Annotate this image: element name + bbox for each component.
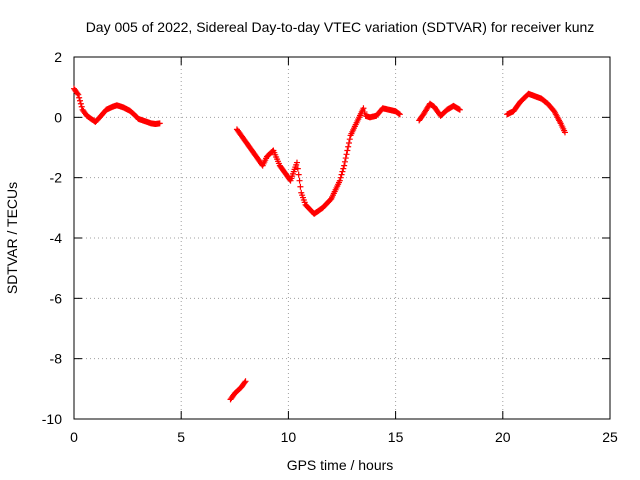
series-segment-1 (71, 85, 163, 127)
x-tick-label: 25 (602, 429, 618, 445)
data-point (456, 106, 463, 113)
data-point (296, 177, 303, 184)
data-point (338, 171, 345, 178)
y-tick-label: 2 (54, 49, 62, 65)
data-point (341, 158, 348, 165)
data-point (396, 110, 403, 117)
data-point (74, 90, 81, 97)
x-tick-label: 5 (177, 429, 185, 445)
data-point (346, 136, 353, 143)
series-segment-2 (233, 105, 403, 217)
x-axis-label: GPS time / hours (287, 457, 394, 473)
data-point (345, 143, 352, 150)
axis-ticks: 0 5 10 15 20 25 -10 -8 -6 -4 -2 0 2 (42, 49, 618, 445)
data-point (396, 111, 403, 118)
data-point (343, 151, 350, 158)
data-point (76, 94, 83, 101)
data-point (361, 109, 368, 116)
grid-lines (74, 57, 610, 419)
y-tick-label: -8 (50, 351, 63, 367)
data-point (293, 159, 300, 166)
data-point (561, 129, 568, 136)
data-point (344, 147, 351, 154)
series-segment-5 (504, 90, 568, 136)
y-tick-label: -4 (50, 230, 63, 246)
data-point (297, 183, 304, 190)
x-tick-label: 15 (388, 429, 404, 445)
data-point (77, 100, 84, 107)
data-point (336, 177, 343, 184)
x-tick-label: 10 (281, 429, 297, 445)
x-tick-label: 20 (495, 429, 511, 445)
data-point (340, 165, 347, 172)
data-point (337, 174, 344, 181)
y-axis-label: SDTVAR / TECUs (4, 182, 20, 294)
data-point (241, 379, 248, 386)
x-tick-label: 0 (70, 429, 78, 445)
data-point (295, 171, 302, 178)
series-segment-3 (227, 378, 249, 403)
data-point (339, 168, 346, 175)
data-point (345, 139, 352, 146)
data-point (78, 103, 85, 110)
data-point (360, 105, 367, 112)
data-point (242, 378, 249, 385)
data-point (75, 91, 82, 98)
data-point (342, 155, 349, 162)
series-segment-4 (416, 100, 463, 124)
data-point (294, 165, 301, 172)
y-tick-label: 0 (54, 109, 62, 125)
data-point (156, 120, 163, 127)
y-tick-label: -2 (50, 170, 63, 186)
data-point (341, 162, 348, 169)
y-tick-label: -6 (50, 290, 63, 306)
data-series (71, 85, 568, 403)
chart-title: Day 005 of 2022, Sidereal Day-to-day VTE… (86, 19, 595, 35)
y-tick-label: -10 (42, 411, 62, 427)
data-point (77, 97, 84, 104)
